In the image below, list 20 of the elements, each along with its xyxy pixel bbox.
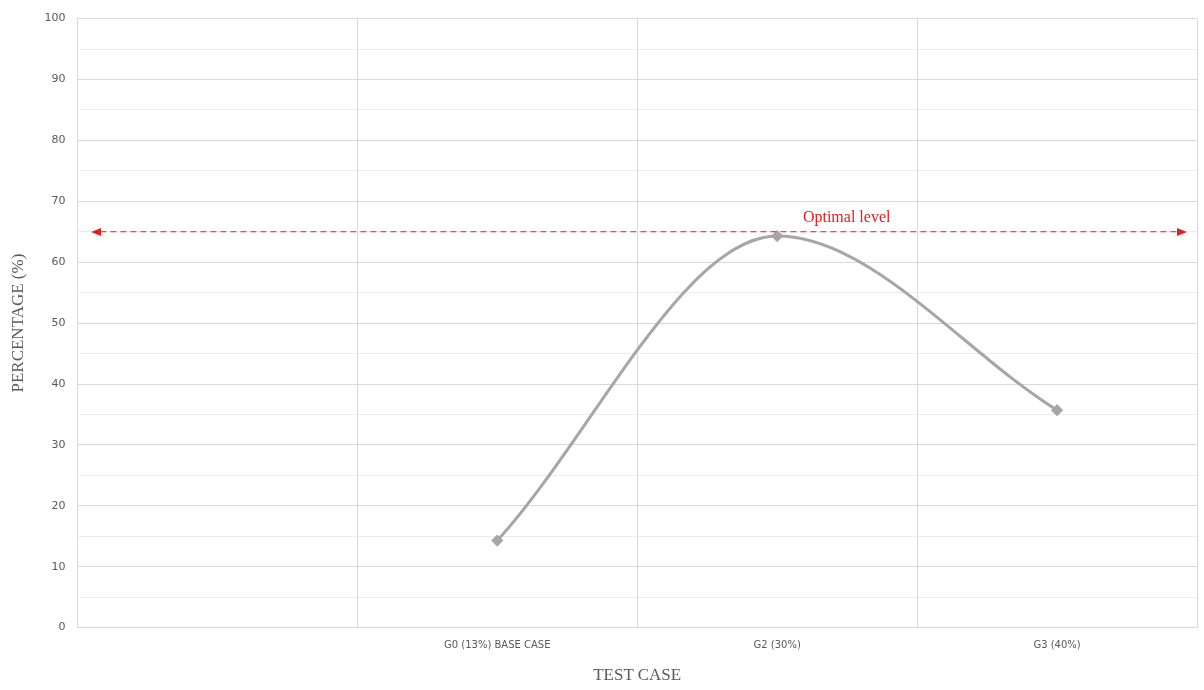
y-tick-label: 70: [51, 194, 66, 208]
y-tick-label: 50: [51, 315, 66, 329]
x-tick-label: G2 (30%): [753, 639, 801, 651]
x-axis-title: TEST CASE: [593, 665, 682, 685]
point: [771, 230, 783, 242]
y-tick-label: 0: [58, 620, 66, 634]
y-tick-label: 10: [51, 559, 66, 573]
y-tick-label: 60: [51, 255, 66, 269]
y-tick-label: 20: [51, 498, 66, 512]
y-tick-label: 90: [51, 72, 66, 86]
y-tick-label: 30: [51, 437, 66, 451]
y-tick-label: 80: [51, 133, 66, 147]
ref-line-label: Optimal level: [802, 207, 891, 226]
x-tick-label: G0 (13%) BASE CASE: [443, 639, 551, 651]
y-tick-label: 40: [51, 376, 66, 390]
point: [1051, 404, 1063, 416]
y-tick-label: 100: [44, 11, 66, 25]
x-tick-label: G3 (40%): [1033, 639, 1081, 651]
point: [491, 535, 503, 547]
y-axis-title: PERCENTAGE (%): [7, 253, 27, 393]
